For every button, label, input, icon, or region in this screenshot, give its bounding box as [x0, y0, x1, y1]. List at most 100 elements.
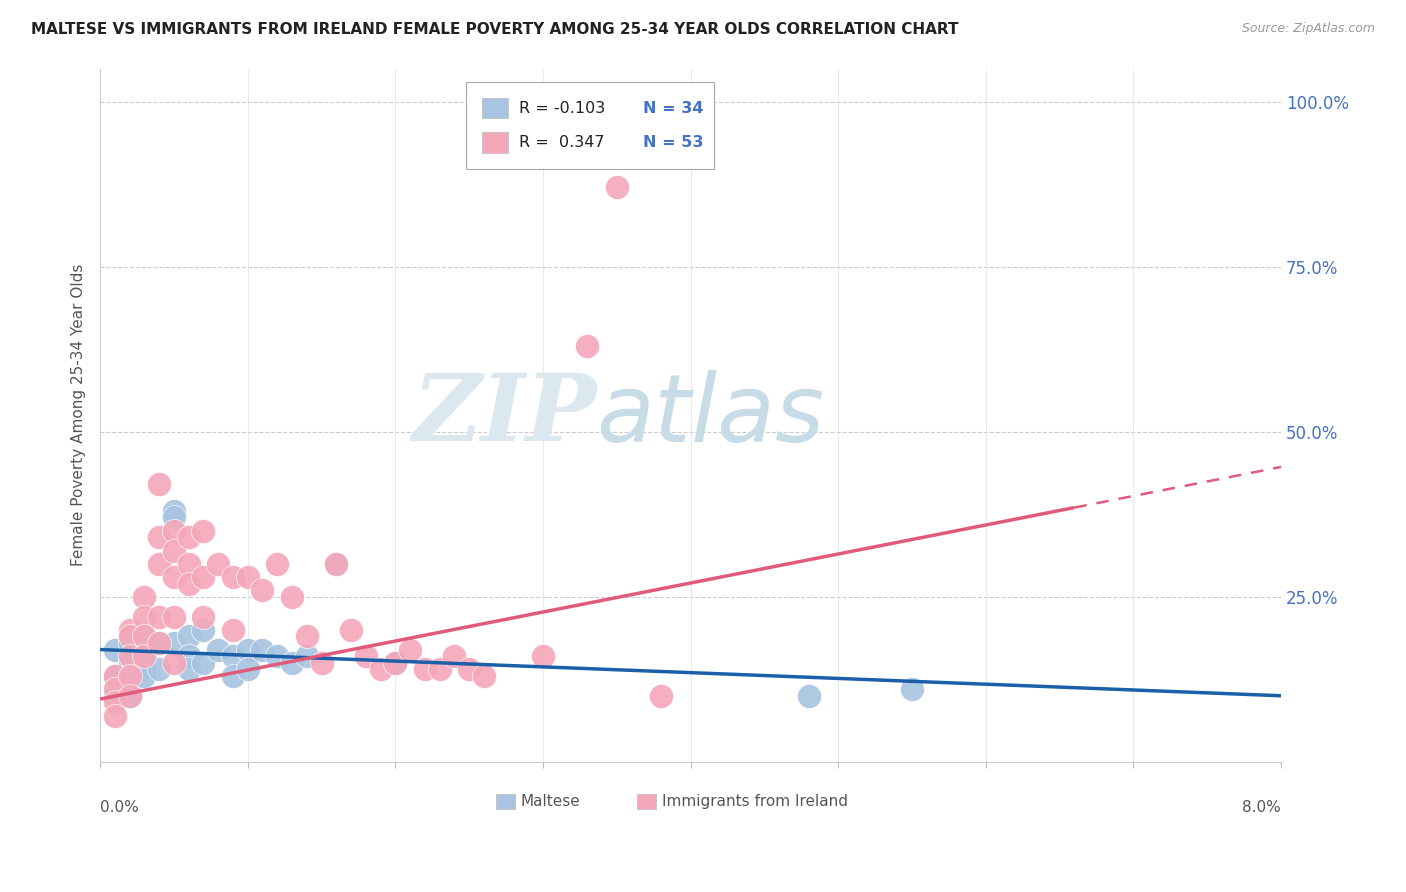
- Point: [163, 656, 186, 670]
- Point: [252, 583, 274, 598]
- Point: [118, 669, 141, 683]
- Point: [399, 642, 422, 657]
- Point: [177, 662, 200, 676]
- Point: [384, 656, 406, 670]
- Point: [148, 662, 170, 676]
- Point: [354, 649, 377, 664]
- Point: [311, 656, 333, 670]
- Point: [222, 570, 245, 584]
- Text: R = -0.103: R = -0.103: [519, 101, 606, 116]
- Point: [443, 649, 465, 664]
- Point: [472, 669, 495, 683]
- Point: [252, 642, 274, 657]
- Point: [134, 629, 156, 643]
- Point: [134, 662, 156, 676]
- Point: [325, 557, 347, 571]
- Point: [134, 609, 156, 624]
- Point: [384, 656, 406, 670]
- Point: [325, 557, 347, 571]
- Point: [104, 689, 127, 703]
- Point: [236, 662, 259, 676]
- Point: [148, 609, 170, 624]
- FancyBboxPatch shape: [637, 794, 657, 809]
- Point: [104, 682, 127, 697]
- Point: [193, 656, 215, 670]
- Point: [134, 649, 156, 664]
- Point: [177, 530, 200, 544]
- Point: [222, 669, 245, 683]
- Point: [118, 629, 141, 643]
- Point: [118, 675, 141, 690]
- Y-axis label: Female Poverty Among 25-34 Year Olds: Female Poverty Among 25-34 Year Olds: [72, 264, 86, 566]
- Text: Immigrants from Ireland: Immigrants from Ireland: [662, 794, 848, 809]
- Point: [193, 570, 215, 584]
- Point: [163, 524, 186, 538]
- Point: [148, 557, 170, 571]
- Point: [177, 576, 200, 591]
- Text: N = 34: N = 34: [644, 101, 704, 116]
- FancyBboxPatch shape: [496, 794, 515, 809]
- Point: [177, 649, 200, 664]
- Point: [236, 642, 259, 657]
- Point: [177, 557, 200, 571]
- Point: [148, 636, 170, 650]
- Point: [163, 609, 186, 624]
- Text: MALTESE VS IMMIGRANTS FROM IRELAND FEMALE POVERTY AMONG 25-34 YEAR OLDS CORRELAT: MALTESE VS IMMIGRANTS FROM IRELAND FEMAL…: [31, 22, 959, 37]
- FancyBboxPatch shape: [467, 82, 714, 169]
- Point: [266, 557, 288, 571]
- Point: [104, 669, 127, 683]
- Point: [134, 649, 156, 664]
- Point: [118, 649, 141, 664]
- Point: [797, 689, 820, 703]
- Point: [295, 649, 318, 664]
- FancyBboxPatch shape: [481, 97, 508, 119]
- Point: [458, 662, 481, 676]
- Point: [340, 623, 363, 637]
- Point: [193, 524, 215, 538]
- Point: [163, 510, 186, 524]
- Point: [413, 662, 436, 676]
- Point: [295, 629, 318, 643]
- Point: [222, 623, 245, 637]
- Point: [193, 623, 215, 637]
- Point: [281, 656, 304, 670]
- Text: Source: ZipAtlas.com: Source: ZipAtlas.com: [1241, 22, 1375, 36]
- Point: [281, 590, 304, 604]
- Text: R =  0.347: R = 0.347: [519, 136, 605, 150]
- Point: [104, 642, 127, 657]
- Text: Maltese: Maltese: [520, 794, 581, 809]
- Point: [901, 682, 924, 697]
- Point: [606, 180, 628, 194]
- Point: [163, 570, 186, 584]
- Point: [207, 642, 229, 657]
- Point: [266, 649, 288, 664]
- Text: ZIP: ZIP: [412, 370, 596, 460]
- Text: 8.0%: 8.0%: [1243, 800, 1281, 815]
- Point: [163, 504, 186, 518]
- Point: [177, 629, 200, 643]
- Point: [163, 543, 186, 558]
- Point: [370, 662, 392, 676]
- Point: [531, 649, 554, 664]
- Point: [207, 557, 229, 571]
- Point: [104, 695, 127, 709]
- Point: [163, 636, 186, 650]
- Point: [148, 477, 170, 491]
- Point: [134, 590, 156, 604]
- Point: [134, 669, 156, 683]
- Text: N = 53: N = 53: [644, 136, 704, 150]
- Point: [134, 629, 156, 643]
- Point: [148, 636, 170, 650]
- Point: [148, 530, 170, 544]
- Point: [118, 689, 141, 703]
- Point: [118, 623, 141, 637]
- Point: [576, 339, 599, 353]
- Point: [222, 649, 245, 664]
- Point: [193, 609, 215, 624]
- Point: [118, 656, 141, 670]
- Point: [104, 708, 127, 723]
- Point: [236, 570, 259, 584]
- Point: [429, 662, 451, 676]
- Point: [118, 636, 141, 650]
- Point: [118, 689, 141, 703]
